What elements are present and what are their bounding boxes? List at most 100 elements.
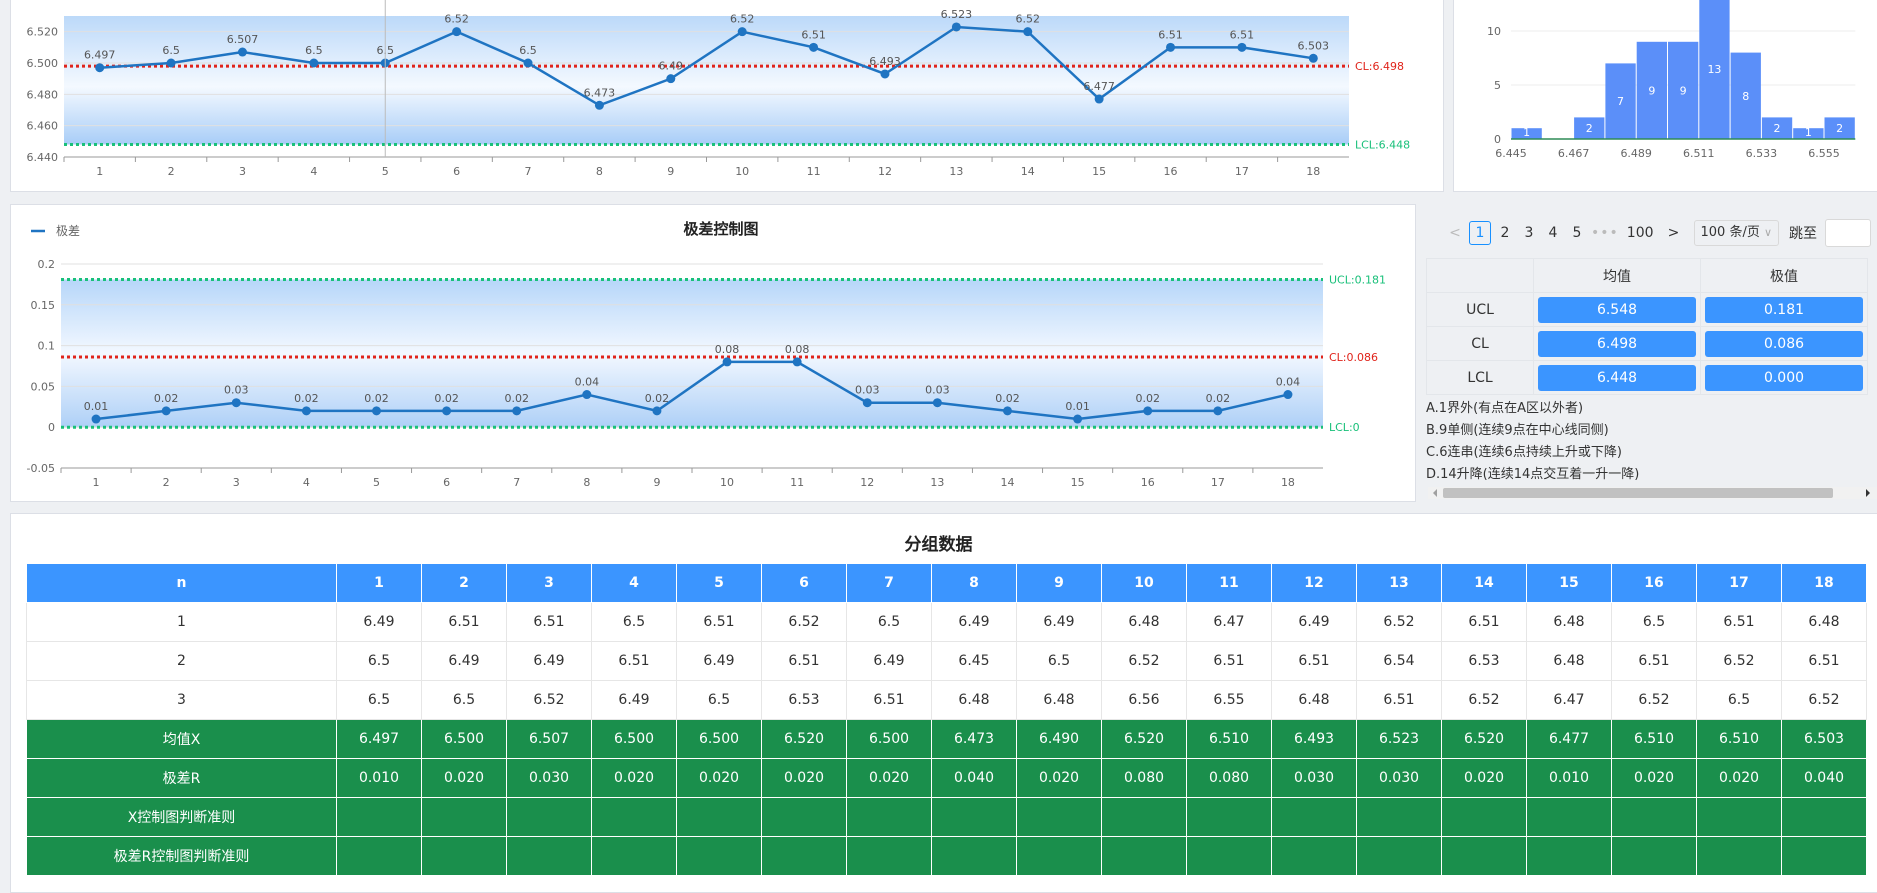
- y-tick-label: 6.460: [27, 120, 59, 133]
- table-cell: [676, 836, 762, 876]
- histogram-bar: [1730, 52, 1761, 139]
- jump-page-input[interactable]: [1825, 219, 1872, 247]
- series-line: [95, 360, 1289, 421]
- pagination-page-1[interactable]: 1: [1469, 221, 1491, 245]
- x-tick-label: 6.445: [1495, 147, 1527, 160]
- table-cell: 6.51: [676, 602, 762, 642]
- table-cell: [761, 797, 847, 837]
- data-point: [1283, 390, 1293, 400]
- x-tick-label: 7: [525, 165, 532, 178]
- data-point: [1023, 27, 1033, 37]
- pagination-prev-button[interactable]: <: [1449, 225, 1461, 241]
- x-tick-label: 9: [653, 476, 660, 489]
- data-label: 6.507: [227, 33, 259, 46]
- data-label: 0.01: [84, 400, 109, 413]
- histogram-bar: [1668, 41, 1699, 139]
- scrollbar-thumb[interactable]: [1443, 488, 1833, 498]
- histogram-chart: 0 5 10 1 2 7 9 9 13 8 2 1 2 6.445 6.467 6.489 6.511 6.533…: [1487, 0, 1856, 160]
- stat-cell: 0.000: [1700, 360, 1868, 395]
- data-label: 0.02: [995, 392, 1020, 405]
- scroll-right-icon[interactable]: [1863, 487, 1873, 499]
- x-tick-label: 4: [310, 165, 317, 178]
- table-cell: 0.020: [1441, 758, 1527, 798]
- pagination-next-button[interactable]: >: [1667, 225, 1680, 241]
- data-label: 0.02: [504, 392, 529, 405]
- table-cell: 6.520: [761, 719, 847, 759]
- data-label: 0.01: [1065, 400, 1090, 413]
- bar-value-label: 8: [1742, 90, 1749, 103]
- table-cell: 0.020: [761, 758, 847, 798]
- table-cell: 6.53: [1441, 641, 1527, 681]
- y-tick-label: 6.500: [27, 57, 59, 70]
- table-cell: 6.48: [1526, 641, 1612, 681]
- ucl-mean-value: 6.548: [1538, 296, 1696, 323]
- table-cell: [421, 797, 507, 837]
- range-row: 极差R 0.010 0.020 0.030 0.020 0.020 0.020 0.020 0.…: [26, 758, 1867, 798]
- table-cell: [336, 836, 422, 876]
- x-tick-label: 6.533: [1746, 147, 1778, 160]
- x-tick-label: 9: [667, 165, 674, 178]
- table-cell: 6.51: [506, 602, 592, 642]
- table-cell: [846, 797, 932, 837]
- table-cell: 6.52: [761, 602, 847, 642]
- table-cell: 0.030: [506, 758, 592, 798]
- data-point: [372, 406, 381, 416]
- table-cell: [1101, 797, 1187, 837]
- data-label: 0.04: [1276, 376, 1301, 389]
- table-cell: 6.51: [846, 680, 932, 720]
- table-header-col: 4: [591, 563, 677, 603]
- pagination-page-5[interactable]: 5: [1572, 225, 1582, 241]
- horizontal-scrollbar[interactable]: [1428, 487, 1877, 499]
- data-label: 0.02: [434, 392, 459, 405]
- table-cell: 6.49: [1016, 602, 1102, 642]
- table-cell: 6.48: [1271, 680, 1357, 720]
- pagination-page-last[interactable]: 100: [1626, 225, 1654, 241]
- table-cell: [506, 797, 592, 837]
- x-tick-label: 8: [583, 476, 590, 489]
- data-point: [722, 357, 732, 367]
- table-cell: [931, 836, 1017, 876]
- cl-label: CL:6.498: [1355, 60, 1404, 73]
- data-point: [452, 27, 462, 37]
- table-cell: 6.51: [1186, 641, 1272, 681]
- x-tick-label: 14: [1001, 476, 1015, 489]
- table-cell: 6.52: [506, 680, 592, 720]
- table-cell: 6.5: [336, 680, 422, 720]
- rule-item: B.9单侧(连续9点在中心线同侧): [1426, 423, 1609, 438]
- pagination-page-4[interactable]: 4: [1548, 225, 1558, 241]
- table-cell: 6.5: [1611, 602, 1697, 642]
- scroll-left-icon[interactable]: [1430, 487, 1440, 499]
- pagination-page-2[interactable]: 2: [1500, 225, 1510, 241]
- row-label: 极差R控制图判断准则: [26, 836, 337, 876]
- table-header-col: 10: [1101, 563, 1187, 603]
- data-label: 6.52: [444, 13, 469, 26]
- table-cell: [1016, 797, 1102, 837]
- table-cell: 6.55: [1186, 680, 1272, 720]
- y-tick-label: -0.05: [27, 462, 55, 475]
- pagination-ellipsis[interactable]: •••: [1591, 225, 1619, 241]
- table-header-col: 14: [1441, 563, 1527, 603]
- data-point: [582, 390, 592, 400]
- table-cell: 6.473: [931, 719, 1017, 759]
- table-cell: 0.030: [1356, 758, 1442, 798]
- table-cell: 6.493: [1271, 719, 1357, 759]
- lcl-range-value: 0.000: [1705, 364, 1863, 391]
- data-point: [301, 406, 311, 416]
- table-header-col: 13: [1356, 563, 1442, 603]
- pagination-page-3[interactable]: 3: [1524, 225, 1534, 241]
- x-tick-label: 8: [596, 165, 603, 178]
- bar-value-label: 2: [1836, 122, 1843, 135]
- page-size-select[interactable]: 100 条/页 ∨: [1693, 220, 1780, 246]
- data-label: 0.03: [925, 384, 950, 397]
- data-label: 0.02: [645, 392, 670, 405]
- data-point: [166, 58, 176, 68]
- table-cell: [1016, 836, 1102, 876]
- x-rule-row: X控制图判断准则: [26, 797, 1867, 837]
- table-cell: 6.48: [1016, 680, 1102, 720]
- x-tick-label: 6.511: [1683, 147, 1715, 160]
- table-cell: 6.5: [1016, 641, 1102, 681]
- histogram-bar: [1511, 128, 1542, 139]
- table-cell: 6.510: [1186, 719, 1272, 759]
- data-point: [1143, 406, 1153, 416]
- data-label: 6.473: [584, 86, 616, 99]
